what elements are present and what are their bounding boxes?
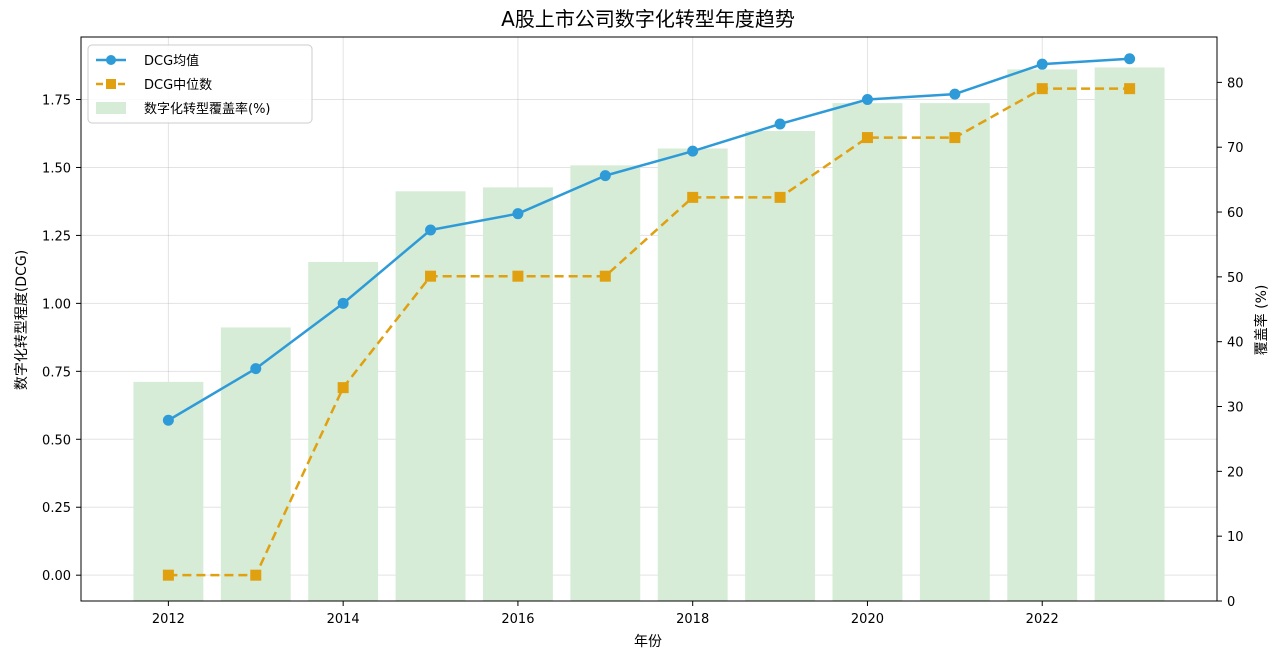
right-tick-label: 20 — [1227, 465, 1244, 480]
left-tick-label: 0.50 — [42, 433, 71, 448]
legend-box — [87, 44, 313, 124]
legend-marker-mean — [106, 55, 116, 65]
plot-frame — [80, 36, 1218, 602]
coverage-bar-2014 — [308, 261, 379, 601]
right-tick-label: 10 — [1227, 530, 1244, 545]
right-tick-label: 0 — [1227, 595, 1235, 610]
left-tick-label: 1.00 — [42, 297, 71, 312]
x-tick-label: 2014 — [327, 612, 360, 627]
right-axis-label: 覆盖率 (%) — [1253, 285, 1270, 356]
chart-title: A股上市公司数字化转型年度趋势 — [501, 7, 795, 31]
legend: DCG均值 DCG中位数 数字化转型覆盖率(%) — [87, 44, 313, 124]
dcg-mean-line — [167, 57, 1130, 422]
dcg-mean-point-2013 — [250, 363, 262, 375]
dcg-median-point-2020 — [861, 132, 873, 144]
dcg-median-point-2021 — [949, 132, 961, 144]
left-tick-label: 1.75 — [42, 94, 71, 109]
coverage-bar-2020 — [832, 103, 903, 601]
legend-marker-median — [106, 79, 116, 89]
right-tick-label: 80 — [1227, 76, 1244, 91]
x-axis-ticks: 2012 2014 2016 2018 2020 2022 — [152, 601, 1059, 627]
right-tick-label: 60 — [1227, 206, 1244, 221]
x-tick-label: 2012 — [152, 612, 185, 627]
coverage-bars — [133, 67, 1165, 601]
x-axis-label: 年份 — [634, 634, 662, 650]
left-tick-label: 0.75 — [42, 365, 71, 380]
right-axis-ticks: 0 10 20 30 40 50 60 70 80 — [1217, 76, 1244, 610]
dcg-mean-point-2022 — [1036, 58, 1048, 70]
left-tick-label: 1.25 — [42, 229, 71, 244]
dcg-mean-point-2015 — [425, 224, 437, 236]
dcg-median-point-2012 — [162, 569, 174, 581]
dcg-median-point-2016 — [512, 270, 524, 282]
left-tick-label: 0.25 — [42, 501, 71, 516]
coverage-bar-2022 — [1007, 69, 1078, 601]
dcg-mean-point-2012 — [162, 414, 174, 426]
dcg-median-point-2015 — [425, 270, 437, 282]
right-tick-label: 40 — [1227, 336, 1244, 351]
coverage-bar-2016 — [482, 187, 553, 601]
dcg-mean-point-2019 — [774, 118, 786, 130]
dcg-median-point-2017 — [599, 270, 611, 282]
legend-swatch-coverage — [96, 102, 126, 114]
right-tick-label: 30 — [1227, 401, 1244, 416]
right-tick-label: 70 — [1227, 141, 1244, 156]
dcg-median-point-2022 — [1036, 83, 1048, 95]
legend-label-median: DCG中位数 — [144, 78, 212, 93]
left-tick-label: 0.00 — [42, 569, 71, 584]
dcg-mean-point-2017 — [599, 170, 611, 182]
dcg-median-point-2014 — [337, 382, 349, 394]
right-tick-label: 50 — [1227, 271, 1244, 286]
coverage-bar-2021 — [919, 103, 990, 601]
x-tick-label: 2020 — [851, 612, 884, 627]
coverage-bar-2023 — [1094, 67, 1165, 601]
dcg-median-point-2019 — [774, 191, 786, 203]
dcg-mean-point-2023 — [1124, 53, 1136, 65]
dcg-mean-point-2014 — [337, 297, 349, 309]
left-axis-ticks: 0.00 0.25 0.50 0.75 1.00 1.25 1.50 1.75 — [42, 94, 81, 584]
x-tick-label: 2018 — [676, 612, 709, 627]
dcg-mean-point-2021 — [949, 88, 961, 100]
dcg-median-line — [168, 87, 1130, 577]
dcg-mean-point-2020 — [861, 94, 873, 106]
dcg-median-point-2013 — [250, 569, 262, 581]
dcg-median-point-2023 — [1124, 83, 1136, 95]
dcg-lines — [162, 53, 1136, 581]
dcg-median-point-2018 — [687, 191, 699, 203]
legend-label-coverage: 数字化转型覆盖率(%) — [144, 101, 271, 117]
left-axis-label: 数字化转型程度(DCG) — [14, 250, 30, 390]
x-tick-label: 2016 — [501, 612, 534, 627]
coverage-bar-2019 — [745, 131, 816, 601]
coverage-bar-2015 — [395, 191, 466, 601]
dcg-mean-point-2018 — [687, 145, 699, 157]
coverage-bar-2017 — [570, 165, 641, 601]
dcg-mean-point-2016 — [512, 208, 524, 220]
legend-label-mean: DCG均值 — [144, 53, 199, 69]
coverage-bar-2018 — [657, 148, 728, 601]
left-tick-label: 1.50 — [42, 161, 71, 176]
x-tick-label: 2022 — [1026, 612, 1059, 627]
